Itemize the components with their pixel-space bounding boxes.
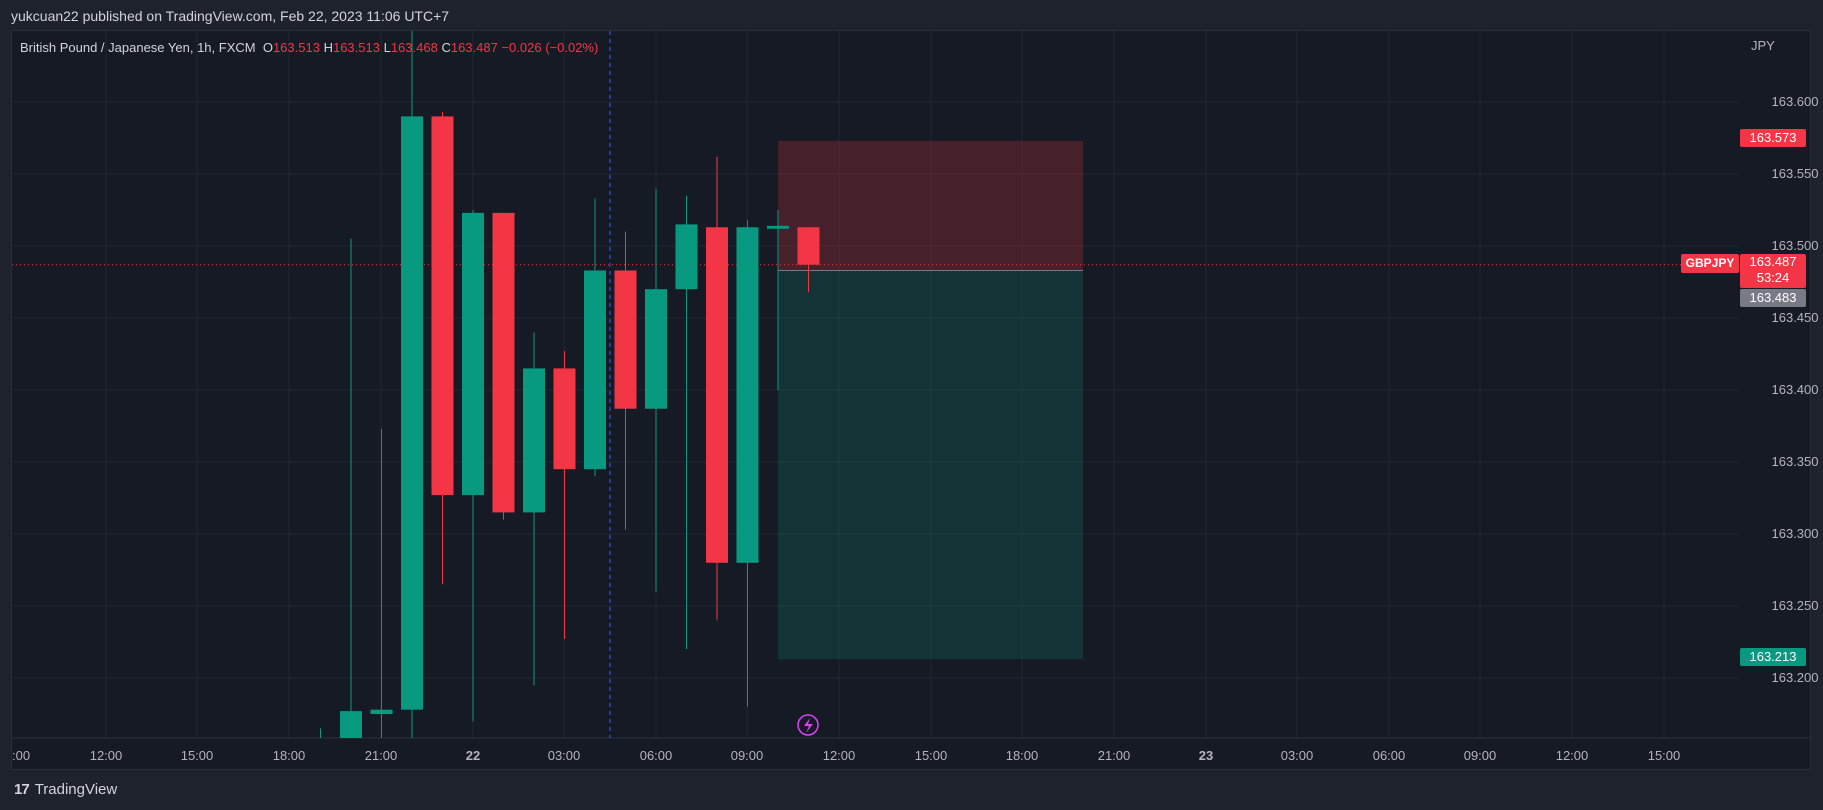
x-tick-label: 23 [1199, 748, 1213, 763]
y-tick-label: 163.400 [1772, 382, 1819, 397]
candle-body[interactable] [370, 709, 393, 714]
footer-bar [0, 770, 1823, 810]
legend-low-value: 163.468 [390, 40, 438, 55]
x-tick-label: 15:00 [181, 748, 214, 763]
candle-body[interactable] [431, 116, 454, 496]
stop-price-tag: 163.573 [1740, 129, 1806, 147]
x-tick-label: 03:00 [1281, 748, 1314, 763]
x-tick-label: 12:00 [90, 748, 123, 763]
x-tick-label: :00 [12, 748, 30, 763]
header-bar: yukcuan22 published on TradingView.com, … [0, 0, 1823, 30]
lightning-bolt-icon [804, 718, 813, 733]
currency-label: JPY [1751, 38, 1775, 53]
x-tick-label: 06:00 [1373, 748, 1406, 763]
position-target-zone[interactable] [778, 270, 1083, 660]
ohlc-legend: British Pound / Japanese Yen, 1h, FXCM O… [20, 40, 598, 55]
x-tick-label: 12:00 [823, 748, 856, 763]
candle-body[interactable] [340, 711, 362, 738]
tradingview-brand[interactable]: 17 TradingView [14, 781, 117, 798]
candle-body[interactable] [310, 743, 332, 745]
x-tick-label: 06:00 [640, 748, 673, 763]
legend-high-value: 163.513 [332, 40, 380, 55]
candle-body[interactable] [614, 270, 637, 409]
candle-body[interactable] [401, 116, 423, 710]
y-tick-label: 163.600 [1772, 94, 1819, 109]
x-tick-label: 21:00 [365, 748, 398, 763]
x-tick-label: 15:00 [915, 748, 948, 763]
brand-name: TradingView [34, 781, 118, 798]
lightning-icon[interactable] [797, 714, 819, 736]
candlestick-chart[interactable]: 163.600 163.550 163.500 163.450 163.400 163.3… [0, 0, 1823, 770]
bar-countdown: 53:24 [1756, 270, 1790, 285]
x-tick-label: 09:00 [731, 748, 764, 763]
publisher-info: yukcuan22 published on TradingView.com, … [11, 8, 450, 24]
legend-open-label: O [262, 40, 273, 55]
candle-body[interactable] [736, 227, 759, 563]
candle-body[interactable] [523, 368, 545, 513]
entry-price-tag: 163.483 [1740, 289, 1806, 307]
x-tick-label: 22 [466, 748, 480, 763]
y-tick-label: 163.450 [1772, 310, 1819, 325]
candle-body[interactable] [767, 225, 789, 229]
tradingview-logo-icon: 17 [14, 781, 30, 798]
candle-body[interactable] [553, 368, 576, 470]
x-tick-label: 18:00 [273, 748, 306, 763]
y-tick-label: 163.200 [1772, 670, 1819, 685]
symbol-badge: GBPJPY [1681, 254, 1739, 273]
x-tick-label: 12:00 [1556, 748, 1589, 763]
last-price-tag: 163.487 53:24 [1740, 254, 1806, 288]
x-tick-label: 21:00 [1098, 748, 1131, 763]
candle-body[interactable] [797, 227, 820, 265]
position-stop-zone[interactable] [778, 140, 1083, 271]
x-tick-label: 09:00 [1464, 748, 1497, 763]
y-tick-label: 163.350 [1772, 454, 1819, 469]
y-tick-label: 163.500 [1772, 238, 1819, 253]
candle-body[interactable] [584, 270, 606, 470]
last-price-value: 163.487 [1749, 254, 1797, 269]
legend-low-label: L [383, 40, 391, 55]
y-tick-label: 163.250 [1772, 598, 1819, 613]
y-tick-label: 163.550 [1772, 166, 1819, 181]
target-price-tag: 163.213 [1740, 648, 1806, 666]
candle-body[interactable] [675, 224, 698, 290]
candle-body[interactable] [645, 289, 667, 409]
legend-close-label: C [441, 40, 451, 55]
legend-high-label: H [323, 40, 333, 55]
x-tick-label: 15:00 [1648, 748, 1681, 763]
candle-body[interactable] [492, 212, 515, 513]
legend-symbol: British Pound / Japanese Yen, 1h, FXCM [20, 40, 256, 55]
candle-body[interactable] [462, 212, 484, 496]
chart-frame[interactable] [11, 30, 1811, 770]
legend-close-value: 163.487 [450, 40, 498, 55]
x-tick-label: 18:00 [1006, 748, 1039, 763]
legend-open-value: 163.513 [272, 40, 320, 55]
y-tick-label: 163.300 [1772, 526, 1819, 541]
candle-body[interactable] [706, 227, 728, 563]
legend-change: −0.026 (−0.02%) [501, 40, 599, 55]
x-tick-label: 03:00 [548, 748, 581, 763]
